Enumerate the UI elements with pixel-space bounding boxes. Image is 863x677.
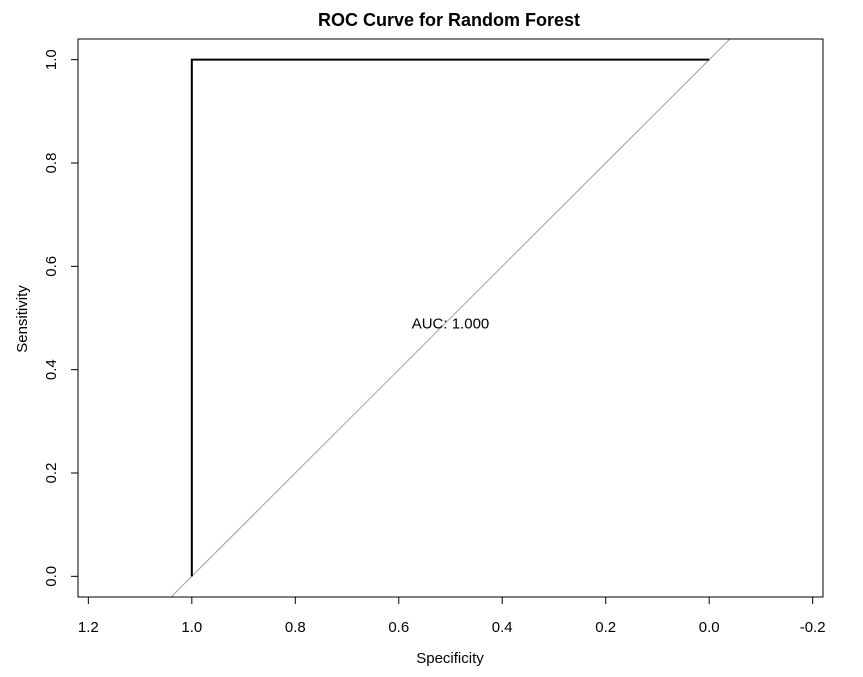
x-tick-label: 1.2: [78, 619, 99, 636]
y-tick-label: 0.2: [43, 463, 60, 484]
plot-layer: AUC: 1.000: [77, 38, 824, 598]
y-tick-label: 0.0: [43, 566, 60, 587]
x-tick-label: 0.2: [595, 619, 616, 636]
chart-title: ROC Curve for Random Forest: [318, 10, 580, 30]
ticks-layer: 1.2 1.0 0.8 0.6 0.4 0.2 0.0 -0.2 0.0 0.2 0.4 0.6 0.8…: [43, 49, 826, 636]
y-tick-label: 0.8: [43, 153, 60, 174]
x-tick-label: 0.8: [285, 619, 306, 636]
reference-diagonal-line: [170, 39, 731, 597]
y-tick-label: 0.4: [43, 359, 60, 380]
plot-frame: [77, 38, 824, 598]
x-tick-label: 0.6: [388, 619, 409, 636]
roc-curve-line-0: [190, 58, 710, 577]
x-axis-label: Specificity: [416, 650, 484, 667]
x-tick-label: 0.0: [699, 619, 720, 636]
auc-annotation: AUC: 1.000: [412, 315, 490, 332]
y-tick-label: 1.0: [43, 49, 60, 70]
x-tick-label: 0.4: [492, 619, 513, 636]
x-tick-label: 1.0: [181, 619, 202, 636]
x-tick-label: -0.2: [800, 619, 826, 636]
y-tick-label: 0.6: [43, 256, 60, 277]
y-axis-label: Sensitivity: [14, 285, 31, 353]
